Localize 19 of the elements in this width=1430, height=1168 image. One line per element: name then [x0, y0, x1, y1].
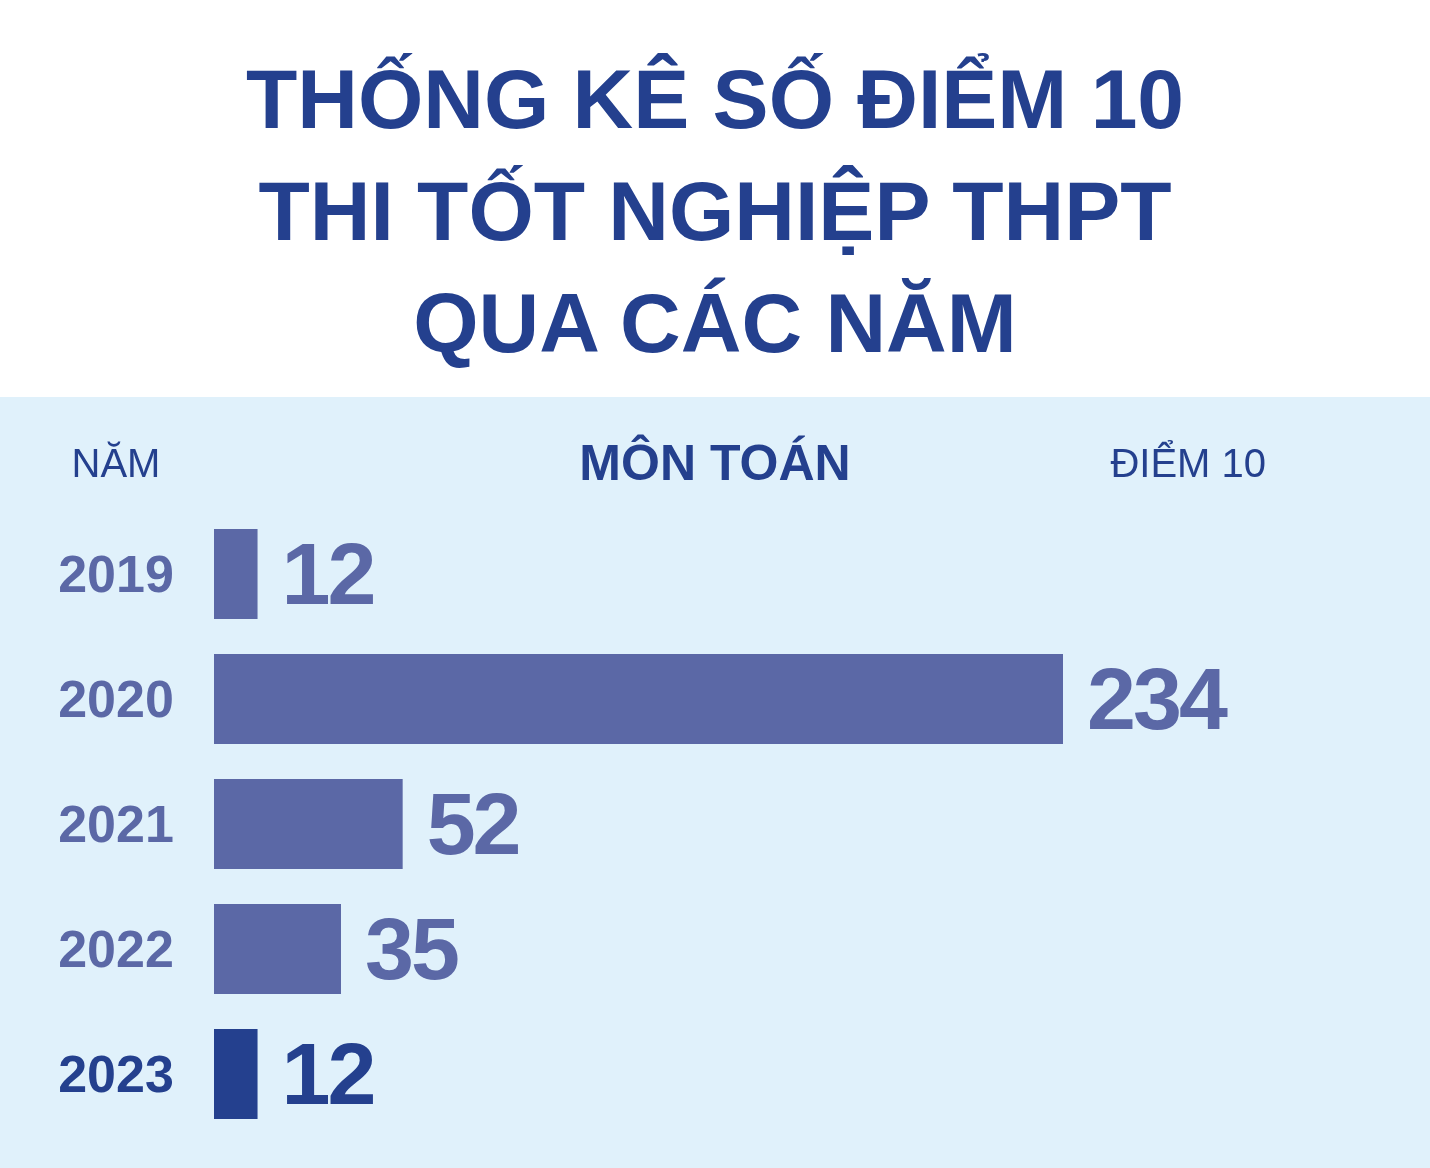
y-tick-label: 2020 — [58, 670, 174, 728]
y-tick-label: 2022 — [58, 920, 174, 978]
y-tick-label: 2019 — [58, 545, 174, 603]
data-label: 35 — [364, 899, 458, 998]
bar — [214, 904, 341, 994]
bar — [214, 654, 1063, 744]
y-tick-label: 2023 — [58, 1045, 174, 1103]
y-axis-title: NĂM — [71, 441, 161, 485]
data-label: 12 — [281, 524, 374, 623]
data-label: 52 — [426, 774, 519, 873]
bar — [214, 529, 258, 619]
y-tick-label: 2021 — [58, 795, 174, 853]
x-axis-title: ĐIỂM 10 — [1110, 439, 1266, 485]
chart-subtitle: MÔN TOÁN — [579, 434, 851, 491]
bar — [214, 779, 403, 869]
data-label: 234 — [1087, 649, 1228, 748]
data-label: 12 — [281, 1024, 374, 1123]
chart-title: THỐNG KÊ SỐ ĐIỂM 10 THI TỐT NGHIỆP THPT QUA CÁC NĂM — [245, 52, 1185, 370]
bar — [214, 1029, 258, 1119]
